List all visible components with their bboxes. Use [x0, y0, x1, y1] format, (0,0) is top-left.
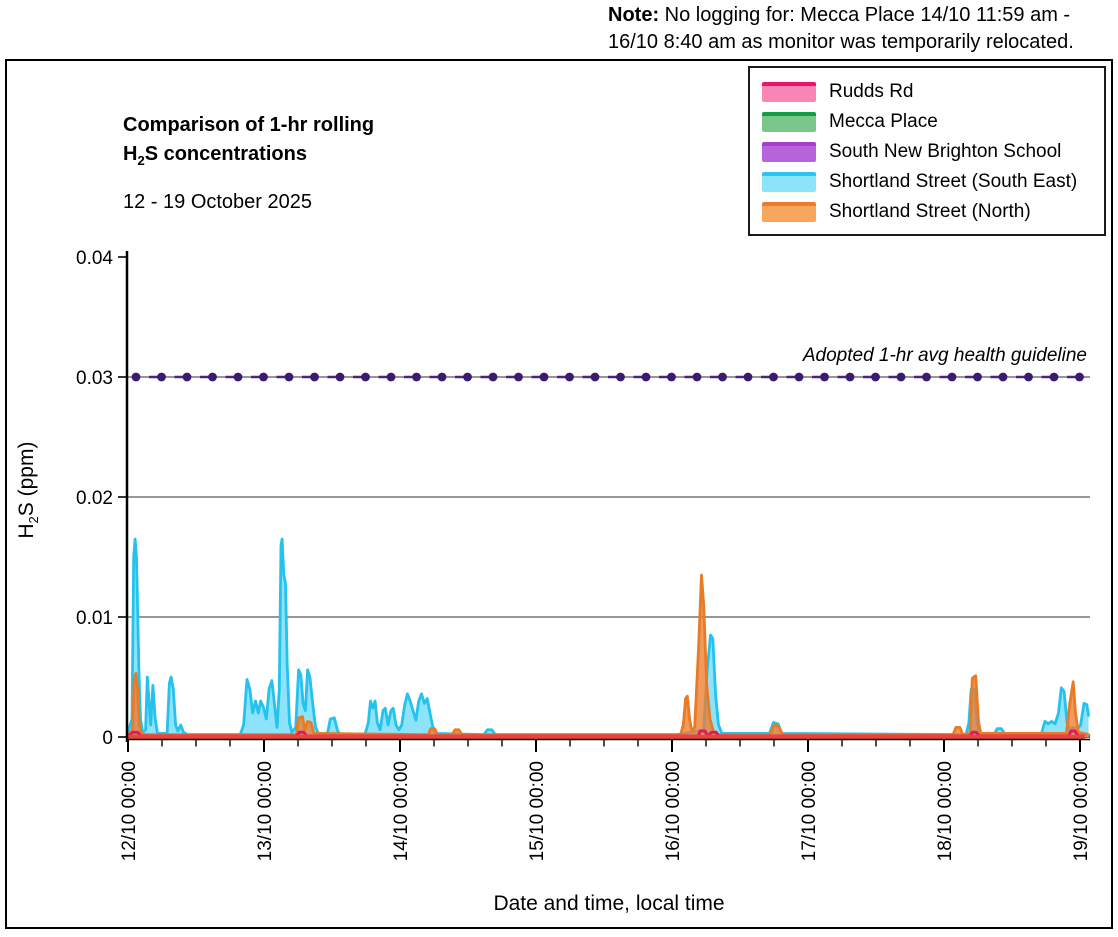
legend-swatch [762, 202, 816, 222]
y-tick-label: 0.02 [76, 488, 113, 509]
legend-item: Mecca Place [762, 107, 1104, 137]
x-tick-label: 18/10 00:00 [935, 761, 956, 861]
legend-item: South New Brighton School [762, 137, 1104, 167]
note-line-1: Note: No logging for: Mecca Place 14/10 … [608, 4, 1071, 26]
legend: Rudds Rd Mecca Place South New Brighton Sc… [748, 66, 1106, 236]
chart-title: Comparison of 1-hr rolling H2S concentra… [123, 111, 374, 175]
legend-item-label: Shortland Street (South East) [829, 171, 1078, 192]
legend-swatch [762, 112, 816, 132]
y-axis-title: H2S (ppm) [14, 441, 42, 539]
legend-swatch [762, 82, 816, 102]
legend-item: Rudds Rd [762, 77, 1104, 107]
legend-item-label: South New Brighton School [829, 141, 1062, 162]
x-tick-label: 13/10 00:00 [255, 761, 276, 861]
x-tick-label: 14/10 00:00 [391, 761, 412, 861]
x-tick-label: 17/10 00:00 [799, 761, 820, 861]
y-tick-label: 0.03 [76, 368, 113, 389]
legend-item-label: Shortland Street (North) [829, 201, 1031, 222]
legend-item: Shortland Street (South East) [762, 167, 1104, 197]
x-tick-label: 15/10 00:00 [527, 761, 548, 861]
note-text: Note: No logging for: Mecca Place 14/10 … [608, 2, 1118, 56]
x-tick-label: 19/10 00:00 [1071, 761, 1092, 861]
legend-item-label: Rudds Rd [829, 81, 914, 102]
y-tick-label: 0.01 [76, 608, 113, 629]
guideline-label: Adopted 1-hr avg health guideline [802, 345, 1087, 366]
x-axis-title: Date and time, local time [493, 892, 725, 915]
legend-swatch [762, 142, 816, 162]
y-tick-label: 0.04 [76, 248, 113, 269]
note-line-2: 16/10 8:40 am as monitor was temporarily… [608, 31, 1074, 53]
y-tick-label: 0 [102, 728, 113, 749]
legend-item: Shortland Street (North) [762, 197, 1104, 227]
chart-title-line-2: H2S concentrations [123, 143, 307, 168]
x-tick-label: 16/10 00:00 [663, 761, 684, 861]
chart-title-line-1: Comparison of 1-hr rolling [123, 114, 375, 136]
legend-item-label: Mecca Place [829, 111, 938, 132]
x-tick-label: 12/10 00:00 [119, 761, 140, 861]
legend-swatch [762, 172, 816, 192]
chart-subtitle: 12 - 19 October 2025 [123, 191, 313, 213]
